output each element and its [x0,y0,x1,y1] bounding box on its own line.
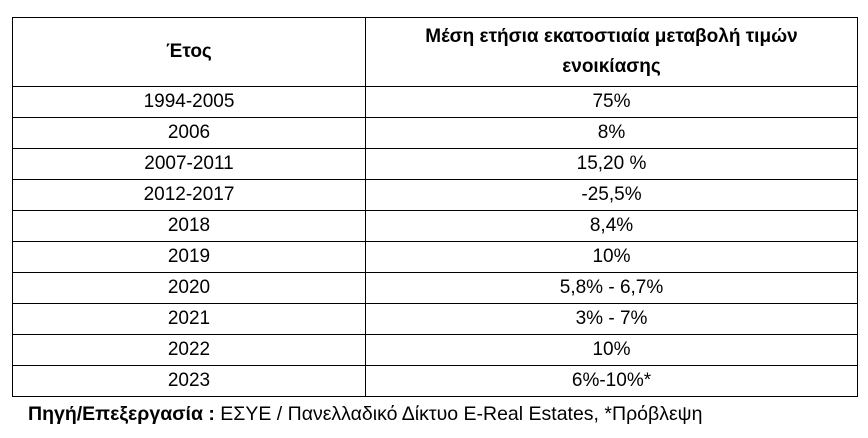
change-cell: 6%-10%* [365,365,858,397]
data-table: Έτος Μέση ετήσια εκατοστιαία μεταβολή τι… [12,17,858,397]
table-row: 2018 8,4% [12,210,858,242]
change-cell: -25,5% [365,179,858,211]
table-row: 1994-2005 75% [12,86,858,118]
change-cell: 5,8% - 6,7% [365,272,858,304]
table-row: 2019 10% [12,241,858,273]
table-body: 1994-2005 75% 2006 8% 2007-2011 15,20 % 2012-2… [12,86,858,397]
footer-text: ΕΣΥΕ / Πανελλαδικό Δίκτυο E-Real Estates… [220,403,703,425]
period-cell: 2019 [12,241,366,273]
header-cell: Έτος [12,17,366,87]
table-row: 2021 3% - 7% [12,303,858,335]
table-row: 2006 8% [12,117,858,149]
period-cell: 2018 [12,210,366,242]
change-cell: 10% [365,334,858,366]
table-head: Έτος Μέση ετήσια εκατοστιαία μεταβολή τι… [12,17,858,87]
table-row: 2023 6%-10%* [12,365,858,397]
change-cell: 8,4% [365,210,858,242]
period-cell: 2023 [12,365,366,397]
change-cell: 3% - 7% [365,303,858,335]
change-cell: 10% [365,241,858,273]
header-cell: Μέση ετήσια εκατοστιαία μεταβολή τιμών ε… [365,17,858,87]
period-cell: 2012-2017 [12,179,366,211]
table-row: 2012-2017 -25,5% [12,179,858,211]
table-row: 2022 10% [12,334,858,366]
footer: Πηγή/Επεξεργασία : ΕΣΥΕ / Πανελλαδικό Δί… [28,403,702,426]
table-row: 2020 5,8% - 6,7% [12,272,858,304]
header-row: Έτος Μέση ετήσια εκατοστιαία μεταβολή τι… [12,17,858,87]
period-cell: 2007-2011 [12,148,366,180]
period-cell: 2006 [12,117,366,149]
footer-label: Πηγή/Επεξεργασία : [28,403,215,425]
change-cell: 75% [365,86,858,118]
period-cell: 2022 [12,334,366,366]
period-cell: 1994-2005 [12,86,366,118]
table-row: 2007-2011 15,20 % [12,148,858,180]
change-cell: 15,20 % [365,148,858,180]
period-cell: 2021 [12,303,366,335]
change-cell: 8% [365,117,858,149]
period-cell: 2020 [12,272,366,304]
